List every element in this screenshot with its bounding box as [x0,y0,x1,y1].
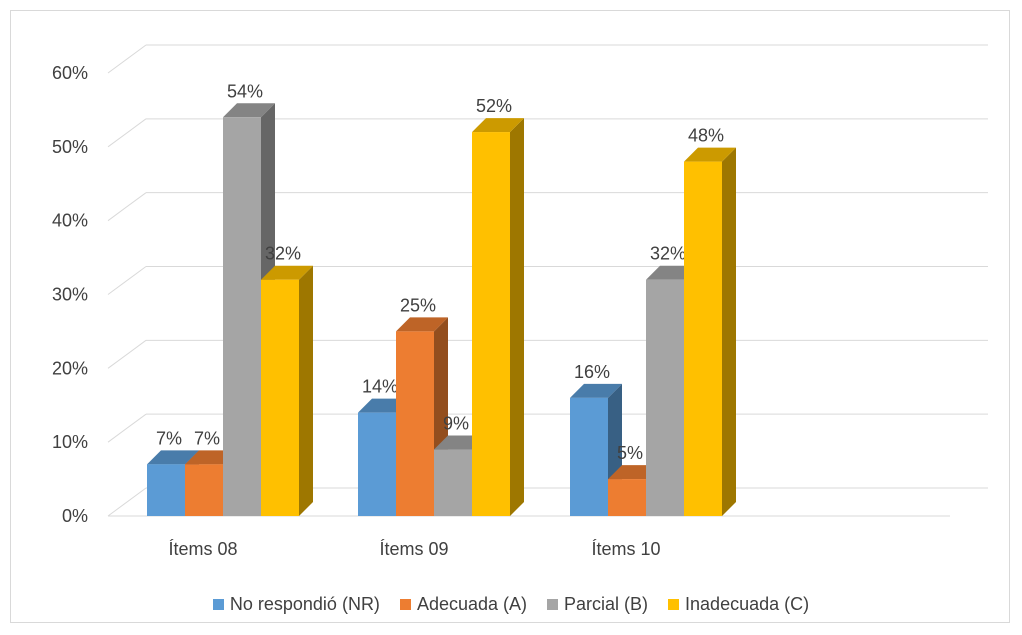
data-label: 7% [194,428,220,448]
y-tick-label: 60% [52,63,88,83]
bar [185,464,223,516]
gridline-side [107,118,147,148]
data-label: 16% [574,362,610,382]
data-label: 5% [617,443,643,463]
bar [147,464,185,516]
bar-top [223,103,275,118]
bar [358,412,396,516]
data-label: 54% [227,81,263,101]
bar [472,132,510,517]
bar-top [570,383,622,398]
data-label: 25% [400,295,436,315]
data-label: 7% [156,428,182,448]
legend-label-a: Adecuada (A) [416,593,528,614]
legend-item-c: Inadecuada (C) [668,594,809,615]
bar-top [396,317,448,332]
y-tick-label: 0% [62,506,88,526]
legend-label-nr: No respondió (NR) [229,593,380,614]
gridline-side [107,192,147,222]
data-label: 14% [362,377,398,397]
data-label: 9% [443,414,469,434]
chart-frame [10,10,1010,623]
data-label: 32% [265,244,301,264]
bar-top [261,265,313,280]
legend-item-b: Parcial (B) [547,594,648,615]
bar [608,479,646,516]
legend-swatch-nr [212,598,224,610]
x-tick-label: Ítems 10 [591,539,660,559]
legend-label-b: Parcial (B) [564,593,649,614]
legend-swatch-c [668,598,680,610]
bar [570,397,608,516]
y-tick-label: 20% [52,358,88,378]
gridline-side [107,339,147,369]
bar-side [299,265,313,516]
legend: No respondió (NR) Adecuada (A) Parcial (… [0,591,1022,617]
legend-item-nr: No respondió (NR) [212,593,380,615]
y-tick-label: 30% [52,285,88,305]
data-label: 48% [688,126,724,146]
bar-top [147,450,199,465]
gridline-side [107,487,147,517]
bar [223,117,261,517]
y-tick-label: 10% [52,432,88,452]
gridline-side [107,413,147,443]
x-tick-label: Ítems 09 [379,539,448,559]
bar-top [472,118,524,133]
legend-swatch-b [547,598,559,610]
gridline-side [107,266,147,295]
bar-side [510,118,524,517]
bar [261,279,299,516]
y-tick-label: 40% [52,211,88,231]
data-label: 52% [476,96,512,116]
bar [684,161,722,516]
bar [396,331,434,516]
bar-side [722,147,736,516]
bar-top [684,147,736,162]
legend-swatch-a [399,598,411,610]
bar [434,449,472,516]
data-label: 32% [650,244,686,264]
bar [646,279,684,516]
x-tick-label: Ítems 08 [168,539,237,559]
legend-item-a: Adecuada (A) [399,593,528,615]
gridline-side [107,44,147,74]
legend-label-c: Inadecuada (C) [685,593,810,614]
y-tick-label: 50% [52,137,88,157]
